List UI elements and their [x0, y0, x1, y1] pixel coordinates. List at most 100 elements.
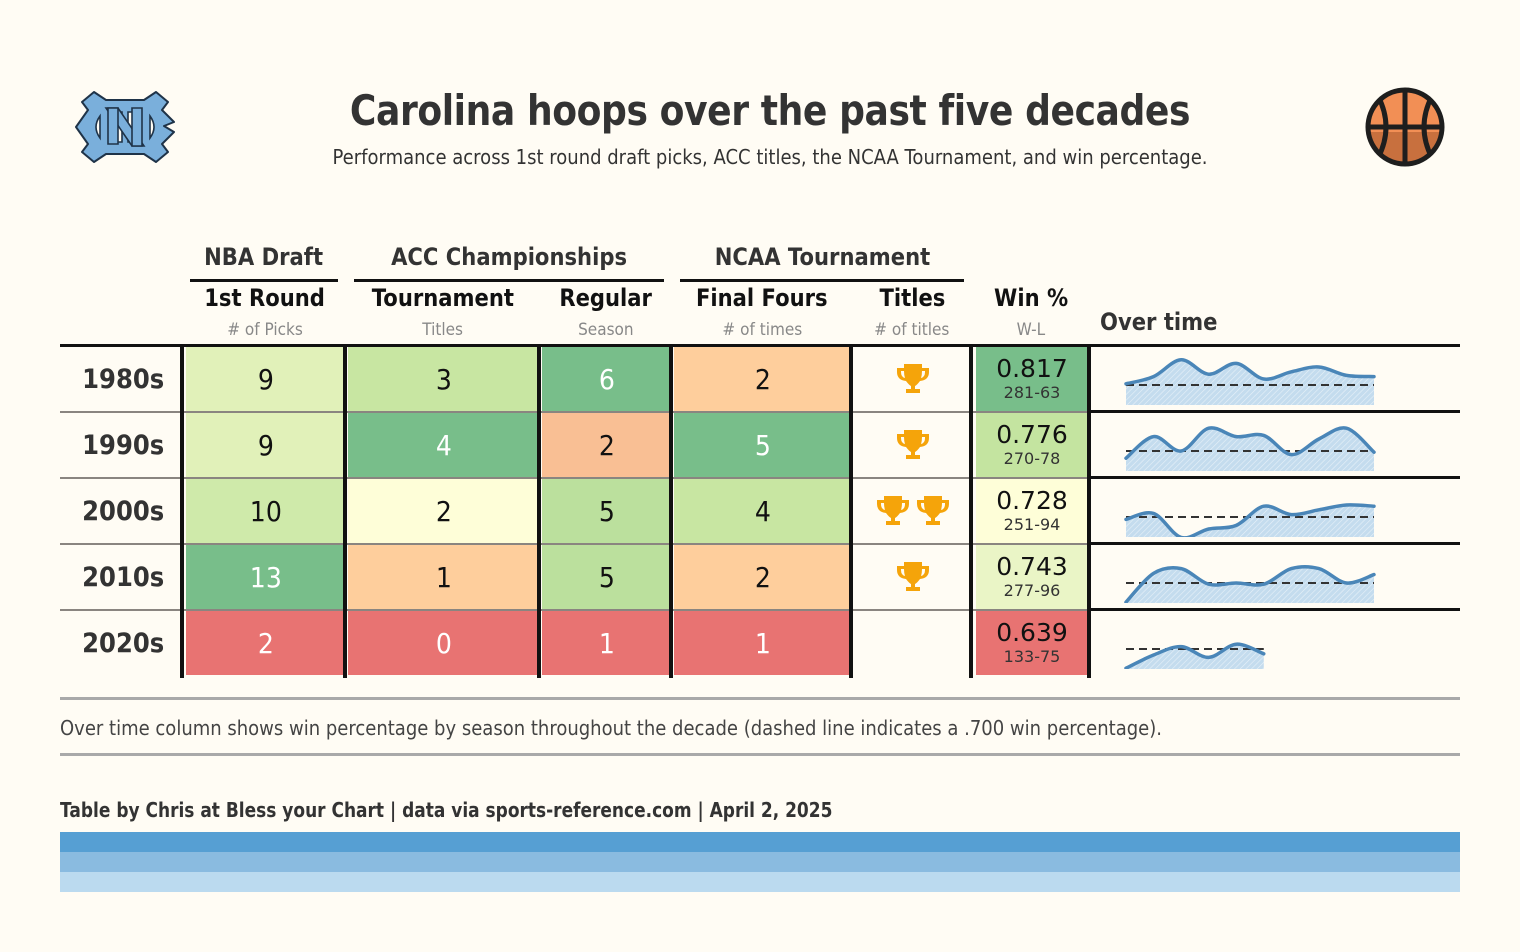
cell-acc-reg: 5: [542, 479, 672, 543]
col-subheader-final-fours: # of times: [722, 320, 802, 340]
cell-picks: 2: [186, 611, 346, 675]
win-loss-record: 277-96: [1003, 581, 1061, 600]
spanner-underline: [190, 279, 338, 282]
row-divider: [1090, 410, 1460, 413]
column-divider: [669, 344, 673, 678]
column-divider: [969, 344, 973, 678]
cell-picks: 9: [186, 347, 346, 411]
sparkline-area: [1126, 644, 1264, 669]
col-subheader-titles: # of titles: [874, 320, 950, 340]
cell-picks: 13: [186, 545, 346, 609]
cell-acc-reg: 2: [542, 413, 672, 477]
cell-acc-reg: 1: [542, 611, 672, 675]
cell-acc-tourn: 3: [348, 347, 540, 411]
ncaa-titles-trophies: [856, 347, 970, 411]
sparkline-line: [1124, 503, 1376, 537]
trophy-icon: [877, 496, 909, 525]
cell-acc-tourn: 4: [348, 413, 540, 477]
win-loss-record: 251-94: [1003, 515, 1061, 534]
ncaa-titles-trophies: [856, 611, 970, 675]
win-pct-value: 0.776: [996, 420, 1068, 449]
sparkline-area: [1126, 427, 1374, 471]
cell-win-pct: 0.776 270-78: [976, 413, 1088, 477]
page-subtitle: Performance across 1st round draft picks…: [332, 145, 1208, 169]
cell-win-pct: 0.743 277-96: [976, 545, 1088, 609]
decade-label: 2020s: [81, 627, 164, 659]
spanner-underline: [680, 279, 964, 282]
column-divider: [537, 344, 541, 678]
col-header-acc-regular: Regular: [559, 284, 653, 312]
spanner-nba-draft: NBA Draft: [204, 243, 324, 271]
row-divider: [1090, 608, 1460, 611]
col-header-acc-tournament: Tournament: [371, 284, 515, 312]
decade-label: 1990s: [81, 429, 164, 461]
decade-label: 1980s: [81, 363, 164, 395]
table-top-rule: [60, 344, 1460, 347]
ncaa-titles-trophies: [856, 479, 970, 543]
win-pct-value: 0.817: [996, 354, 1068, 383]
sparkline-2000s: [1124, 503, 1376, 537]
spanner-underline: [354, 279, 664, 282]
cell-acc-tourn: 1: [348, 545, 540, 609]
divider: [60, 753, 1460, 756]
sparkline-1980s: [1124, 358, 1376, 405]
cell-final-fours: 4: [674, 479, 852, 543]
row-divider: [60, 477, 1460, 479]
cell-final-fours: 1: [674, 611, 852, 675]
decade-label: 2000s: [81, 495, 164, 527]
cell-acc-reg: 5: [542, 545, 672, 609]
basketball-icon: [1365, 87, 1445, 167]
col-header-picks: 1st Round: [204, 284, 326, 312]
footnote: Over time column shows win percentage by…: [60, 716, 1163, 740]
sparkline-area: [1126, 359, 1374, 405]
column-divider: [849, 344, 853, 678]
col-subheader-acc-regular: Season: [578, 320, 634, 340]
col-header-over-time: Over time: [1100, 308, 1218, 336]
row-divider: [1090, 476, 1460, 479]
cell-win-pct: 0.639 133-75: [976, 611, 1088, 675]
cell-win-pct: 0.817 281-63: [976, 347, 1088, 411]
col-subheader-picks: # of Picks: [227, 320, 303, 340]
unc-nc-logo-icon: [75, 91, 175, 163]
cell-win-pct: 0.728 251-94: [976, 479, 1088, 543]
trophy-icon: [897, 562, 929, 591]
cell-final-fours: 5: [674, 413, 852, 477]
row-divider: [1090, 542, 1460, 545]
ncaa-titles-trophies: [856, 545, 970, 609]
col-header-titles: Titles: [879, 284, 945, 312]
cell-acc-tourn: 0: [348, 611, 540, 675]
color-band-1: [60, 832, 1460, 852]
sparkline-line: [1124, 358, 1376, 386]
win-pct-value: 0.639: [996, 618, 1068, 647]
win-loss-record: 281-63: [1003, 383, 1061, 402]
ncaa-titles-trophies: [856, 413, 970, 477]
spanner-acc-championships: ACC Championships: [391, 243, 627, 271]
cell-picks: 10: [186, 479, 346, 543]
trophy-icon: [897, 364, 929, 393]
sparkline-2010s: [1124, 564, 1376, 603]
cell-final-fours: 2: [674, 347, 852, 411]
col-subheader-acc-tournament: Titles: [422, 320, 464, 340]
decade-label: 2010s: [81, 561, 164, 593]
sparkline-line: [1124, 426, 1376, 460]
column-divider: [1087, 344, 1091, 678]
row-divider: [60, 543, 1460, 545]
trophy-icon: [897, 430, 929, 459]
cell-picks: 9: [186, 413, 346, 477]
color-band-2: [60, 852, 1460, 872]
page-title: Carolina hoops over the past five decade…: [349, 86, 1191, 135]
column-divider: [180, 344, 184, 678]
col-header-final-fours: Final Fours: [696, 284, 828, 312]
win-pct-value: 0.743: [996, 552, 1068, 581]
sparkline-1990s: [1124, 426, 1376, 471]
win-pct-value: 0.728: [996, 486, 1068, 515]
win-loss-record: 133-75: [1003, 647, 1061, 666]
spanner-ncaa-tournament: NCAA Tournament: [714, 243, 930, 271]
row-divider: [60, 411, 1460, 413]
trophy-icon: [917, 496, 949, 525]
col-header-win-pct: Win %: [993, 284, 1069, 312]
win-loss-record: 270-78: [1003, 449, 1061, 468]
cell-acc-tourn: 2: [348, 479, 540, 543]
sparkline-line: [1124, 642, 1266, 669]
col-subheader-win-pct: W-L: [1016, 320, 1046, 340]
